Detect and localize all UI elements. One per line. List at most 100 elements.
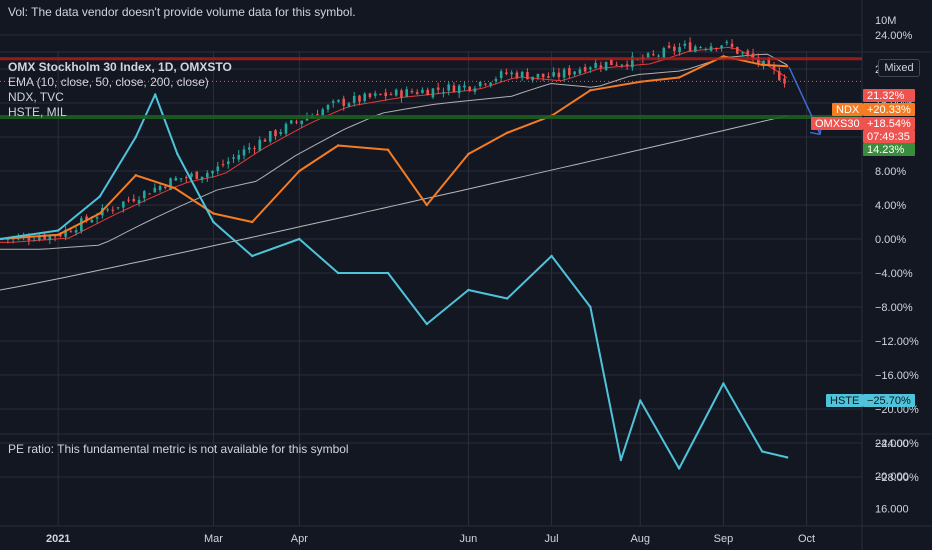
omx-candle [547, 76, 550, 78]
y-tick-label: −4.00% [875, 268, 913, 280]
omx-candle [510, 72, 513, 75]
omx-candle [38, 236, 41, 241]
omx-candle [352, 95, 356, 103]
omx-candle [300, 120, 304, 125]
ndx-line-point [425, 203, 429, 207]
omx-candle [158, 185, 162, 191]
ema-legend[interactable]: EMA (10, close, 50, close, 200, close) [8, 75, 209, 89]
omx-candle [226, 161, 230, 165]
omx-name-badge-bg [811, 117, 863, 130]
omx-candle [473, 88, 477, 92]
projection-arrow-head [810, 131, 821, 136]
omx-candle [127, 199, 130, 201]
pe-tick-label: 24.000 [875, 438, 909, 450]
hste-name-badge-bg [826, 394, 863, 407]
omx-candle [242, 149, 246, 156]
omx-candle [363, 93, 367, 102]
omx-candle [232, 157, 235, 159]
omx-candle [326, 105, 330, 110]
x-tick-label: Sep [714, 533, 734, 545]
hste-line-point [336, 271, 340, 275]
omx-candle [95, 217, 99, 219]
omx-candle [662, 48, 666, 59]
omx-candle [652, 54, 655, 56]
omx-candle [531, 76, 534, 81]
omx-candle [573, 71, 576, 75]
omx-candle [379, 93, 382, 95]
omx-candle [342, 98, 346, 106]
omx-candle [106, 209, 109, 211]
volume-notice: Vol: The data vendor doesn't provide vol… [8, 5, 356, 19]
ndx-pct-badge-bg [863, 103, 915, 116]
y-tick-label: −24.00% [875, 438, 919, 450]
omx-candle [777, 71, 781, 81]
y-tick-label: −12.00% [875, 336, 919, 348]
hste-line-point [619, 458, 623, 462]
omx-candle [452, 85, 456, 93]
omx-candle [709, 46, 713, 51]
omx-candle [279, 132, 283, 135]
omx-candle [442, 91, 445, 93]
hste-pct-badge: −25.70% [867, 395, 911, 407]
omx-candle [489, 82, 492, 86]
hste-line-point [176, 152, 179, 156]
omx-candle [678, 47, 681, 52]
symbol-title[interactable]: OMX Stockholm 30 Index, 1D, OMXSTO [8, 60, 232, 74]
omx-candle [646, 53, 650, 58]
ndx-legend[interactable]: NDX, TVC [8, 90, 64, 104]
omx-candle [594, 62, 597, 68]
hste-legend[interactable]: HSTE, MIL [8, 105, 67, 119]
ema-pct-badge-bg [863, 143, 915, 156]
hste-line-point [425, 322, 429, 326]
omx-candle [410, 90, 414, 93]
hste-name-badge: HSTE [830, 395, 859, 407]
omx-candle [499, 71, 503, 79]
hste-line-point [134, 135, 138, 139]
omx-candle [746, 50, 750, 55]
omx-candle [331, 101, 335, 103]
omx-candle [116, 207, 120, 209]
omx-candle [321, 109, 325, 117]
omx-candle [515, 72, 519, 79]
omx-candle [730, 43, 734, 47]
hste-line-point [212, 220, 215, 224]
ndx-line [0, 55, 788, 240]
ndx-line-point [722, 55, 725, 58]
hste-line-point [506, 297, 509, 300]
omx-candle [221, 164, 225, 166]
x-tick-label: Mar [204, 533, 223, 545]
ndx-pct-badge: +20.33% [867, 104, 911, 116]
omx-candle [421, 89, 424, 94]
ema-10-line [0, 46, 788, 243]
omx-candle [736, 46, 739, 54]
hste-line-point [639, 399, 642, 402]
omx-candle [599, 65, 603, 68]
x-tick-label: Oct [798, 533, 815, 545]
omx-candle [552, 72, 555, 77]
mixed-scale-button[interactable]: Mixed [878, 59, 920, 77]
hste-line-point [761, 450, 764, 453]
pe-tick-label: 16.000 [875, 504, 909, 516]
omx-candle [384, 92, 388, 97]
omx-candle [48, 234, 52, 240]
y-tick-label: 8.00% [875, 166, 906, 178]
omx-candle [631, 56, 634, 68]
ema-200-line [0, 115, 788, 291]
omx-candle [211, 170, 214, 174]
omx-candle [137, 199, 141, 204]
omx-candle [463, 85, 466, 88]
omx-candle [431, 88, 435, 98]
omx-candle [184, 177, 188, 179]
omx-candle [568, 68, 571, 76]
omx-candle [604, 61, 608, 71]
omx-candle [358, 95, 361, 102]
omx-candle [484, 83, 487, 85]
omx-candle [59, 234, 62, 237]
omx-candle [610, 59, 613, 66]
omx-candle [405, 89, 409, 98]
omx-candle [447, 84, 450, 91]
pe-notice: PE ratio: This fundamental metric is not… [8, 442, 349, 456]
omx-candle [541, 73, 545, 78]
hste-pct-badge-bg [863, 394, 915, 407]
